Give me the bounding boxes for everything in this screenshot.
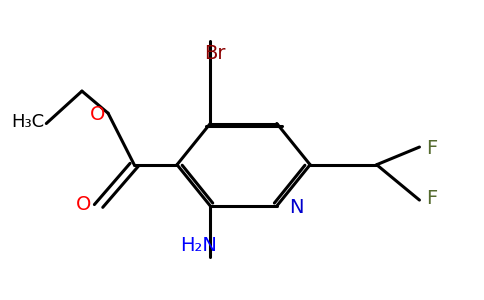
Text: O: O — [76, 195, 91, 214]
Text: F: F — [426, 139, 438, 158]
Text: N: N — [289, 198, 303, 217]
Text: H₂N: H₂N — [180, 236, 217, 254]
Text: H₃C: H₃C — [11, 113, 44, 131]
Text: Br: Br — [204, 44, 226, 63]
Text: F: F — [426, 189, 438, 208]
Text: O: O — [91, 105, 106, 124]
